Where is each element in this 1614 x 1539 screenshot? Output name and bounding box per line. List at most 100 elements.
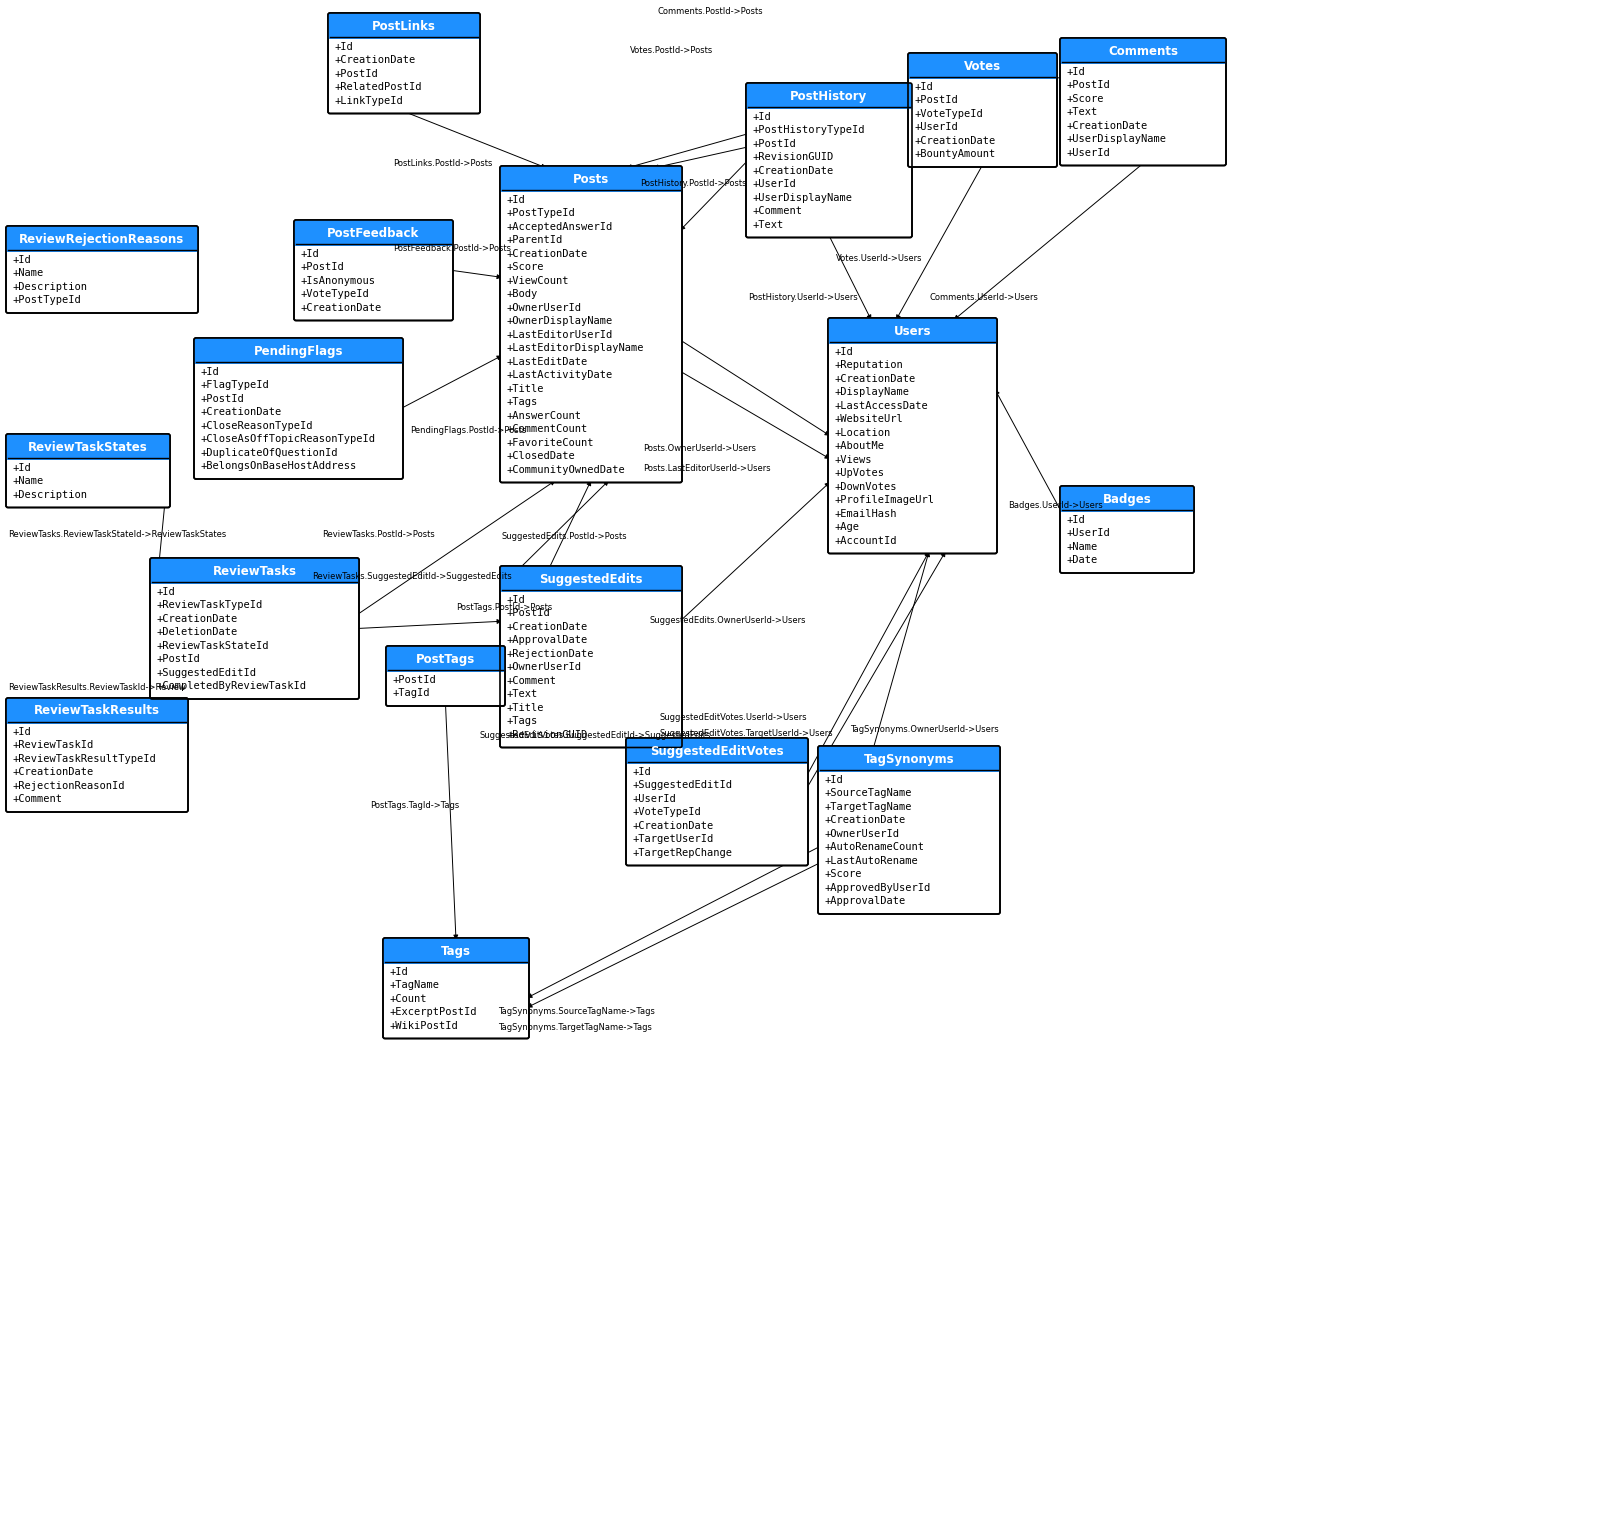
Text: +ApprovedByUserId: +ApprovedByUserId xyxy=(825,883,931,893)
Text: +Name: +Name xyxy=(13,268,44,279)
Text: +ExcerptPostId: +ExcerptPostId xyxy=(389,1007,478,1017)
Text: +PostId: +PostId xyxy=(392,674,436,685)
Text: +PostTypeId: +PostTypeId xyxy=(507,208,576,219)
Text: Comments.PostId->Posts: Comments.PostId->Posts xyxy=(657,6,763,15)
Text: +ReviewTaskResultTypeId: +ReviewTaskResultTypeId xyxy=(13,754,157,763)
Text: +Date: +Date xyxy=(1067,556,1098,565)
Text: +Text: +Text xyxy=(507,689,537,699)
Text: Votes.UserId->Users: Votes.UserId->Users xyxy=(836,254,922,263)
Text: +LastAutoRename: +LastAutoRename xyxy=(825,856,918,866)
Text: Posts.LastEditorUserId->Users: Posts.LastEditorUserId->Users xyxy=(642,463,770,472)
Text: +Id: +Id xyxy=(334,42,353,52)
Text: +PostId: +PostId xyxy=(915,95,959,105)
Text: ReviewTaskResults: ReviewTaskResults xyxy=(34,705,160,717)
Text: +UserId: +UserId xyxy=(752,179,796,189)
Text: +Age: +Age xyxy=(834,522,860,532)
Text: ReviewTasks.SuggestedEditId->SuggestedEdits: ReviewTasks.SuggestedEditId->SuggestedEd… xyxy=(312,571,512,580)
Text: PostFeedback: PostFeedback xyxy=(328,226,420,240)
Text: +ApprovalDate: +ApprovalDate xyxy=(825,896,905,906)
Text: Votes: Votes xyxy=(964,60,1001,72)
Text: +UserId: +UserId xyxy=(633,794,676,803)
Text: +FavoriteCount: +FavoriteCount xyxy=(507,437,594,448)
Text: +TargetRepChange: +TargetRepChange xyxy=(633,848,733,857)
Text: +Comment: +Comment xyxy=(13,794,63,805)
FancyBboxPatch shape xyxy=(907,52,1056,168)
FancyBboxPatch shape xyxy=(828,319,996,345)
Text: +VoteTypeId: +VoteTypeId xyxy=(633,808,702,817)
FancyBboxPatch shape xyxy=(383,937,529,963)
Text: +TagId: +TagId xyxy=(392,688,431,699)
FancyBboxPatch shape xyxy=(500,566,681,593)
Text: Badges.UserId->Users: Badges.UserId->Users xyxy=(1007,500,1102,509)
Text: +Title: +Title xyxy=(507,703,544,713)
Text: +Tags: +Tags xyxy=(507,397,537,408)
Text: +UserDisplayName: +UserDisplayName xyxy=(1067,134,1167,145)
Text: +Reputation: +Reputation xyxy=(834,360,904,371)
Text: +VoteTypeId: +VoteTypeId xyxy=(915,109,983,119)
FancyBboxPatch shape xyxy=(386,646,505,706)
FancyBboxPatch shape xyxy=(6,226,199,252)
Text: +CreationDate: +CreationDate xyxy=(915,135,996,146)
FancyBboxPatch shape xyxy=(500,166,681,192)
Text: Users: Users xyxy=(893,325,931,337)
Text: +ReviewTaskStateId: +ReviewTaskStateId xyxy=(157,640,270,651)
Text: Badges: Badges xyxy=(1102,492,1151,505)
Text: +AnswerCount: +AnswerCount xyxy=(507,411,581,420)
Text: +DownVotes: +DownVotes xyxy=(834,482,897,492)
FancyBboxPatch shape xyxy=(818,746,999,914)
Text: +Id: +Id xyxy=(752,112,771,122)
FancyBboxPatch shape xyxy=(6,699,187,723)
Text: ReviewTasks.ReviewTaskStateId->ReviewTaskStates: ReviewTasks.ReviewTaskStateId->ReviewTas… xyxy=(8,529,226,539)
FancyBboxPatch shape xyxy=(294,220,452,320)
Text: PostLinks: PostLinks xyxy=(371,20,436,32)
Text: +AutoRenameCount: +AutoRenameCount xyxy=(825,842,925,853)
Text: +CreationDate: +CreationDate xyxy=(13,768,94,777)
Text: +FlagTypeId: +FlagTypeId xyxy=(200,380,270,391)
Text: +WikiPostId: +WikiPostId xyxy=(389,1020,458,1031)
FancyBboxPatch shape xyxy=(500,166,681,483)
FancyBboxPatch shape xyxy=(746,83,912,109)
Text: +PostId: +PostId xyxy=(507,608,550,619)
Text: +CreationDate: +CreationDate xyxy=(1067,120,1148,131)
Text: PostTags.PostId->Posts: PostTags.PostId->Posts xyxy=(455,602,552,611)
Text: +Title: +Title xyxy=(507,383,544,394)
Text: +Id: +Id xyxy=(157,586,176,597)
Text: +CreationDate: +CreationDate xyxy=(633,820,713,831)
Text: +PostId: +PostId xyxy=(752,139,796,149)
Text: Comments.UserId->Users: Comments.UserId->Users xyxy=(930,292,1038,302)
FancyBboxPatch shape xyxy=(6,226,199,312)
Text: +ViewCount: +ViewCount xyxy=(507,275,570,286)
Text: +PostId: +PostId xyxy=(200,394,245,403)
Text: +Name: +Name xyxy=(13,476,44,486)
Text: +BelongsOnBaseHostAddress: +BelongsOnBaseHostAddress xyxy=(200,462,357,471)
Text: Posts: Posts xyxy=(573,172,608,186)
Text: PostHistory.UserId->Users: PostHistory.UserId->Users xyxy=(747,292,857,302)
Text: +Id: +Id xyxy=(13,726,32,737)
FancyBboxPatch shape xyxy=(386,646,505,673)
FancyBboxPatch shape xyxy=(6,699,187,813)
Text: +Id: +Id xyxy=(13,255,32,265)
Text: +Views: +Views xyxy=(834,454,872,465)
Text: +ParentId: +ParentId xyxy=(507,235,563,245)
FancyBboxPatch shape xyxy=(818,746,999,773)
Text: +CreationDate: +CreationDate xyxy=(334,55,416,65)
Text: +IsAnonymous: +IsAnonymous xyxy=(300,275,376,286)
Text: +Id: +Id xyxy=(1067,66,1085,77)
FancyBboxPatch shape xyxy=(328,12,479,38)
Text: ReviewRejectionReasons: ReviewRejectionReasons xyxy=(19,232,184,246)
Text: +SourceTagName: +SourceTagName xyxy=(825,788,912,799)
Text: +Body: +Body xyxy=(507,289,537,299)
Text: +RevisionGUID: +RevisionGUID xyxy=(752,152,834,162)
Text: +Id: +Id xyxy=(507,594,526,605)
Text: SuggestedEdits.PostId->Posts: SuggestedEdits.PostId->Posts xyxy=(502,531,628,540)
Text: +Id: +Id xyxy=(300,249,320,259)
FancyBboxPatch shape xyxy=(6,434,169,508)
Text: +DuplicateOfQuestionId: +DuplicateOfQuestionId xyxy=(200,448,339,457)
Text: +CreationDate: +CreationDate xyxy=(752,166,834,175)
Text: +Score: +Score xyxy=(1067,94,1104,103)
Text: +LastEditorDisplayName: +LastEditorDisplayName xyxy=(507,343,644,354)
Text: +RejectionReasonId: +RejectionReasonId xyxy=(13,780,126,791)
Text: PendingFlags.PostId->Posts: PendingFlags.PostId->Posts xyxy=(410,425,526,434)
Text: +ReviewTaskId: +ReviewTaskId xyxy=(13,740,94,749)
Text: SuggestedEditVotes.UserId->Users: SuggestedEditVotes.UserId->Users xyxy=(660,714,807,722)
